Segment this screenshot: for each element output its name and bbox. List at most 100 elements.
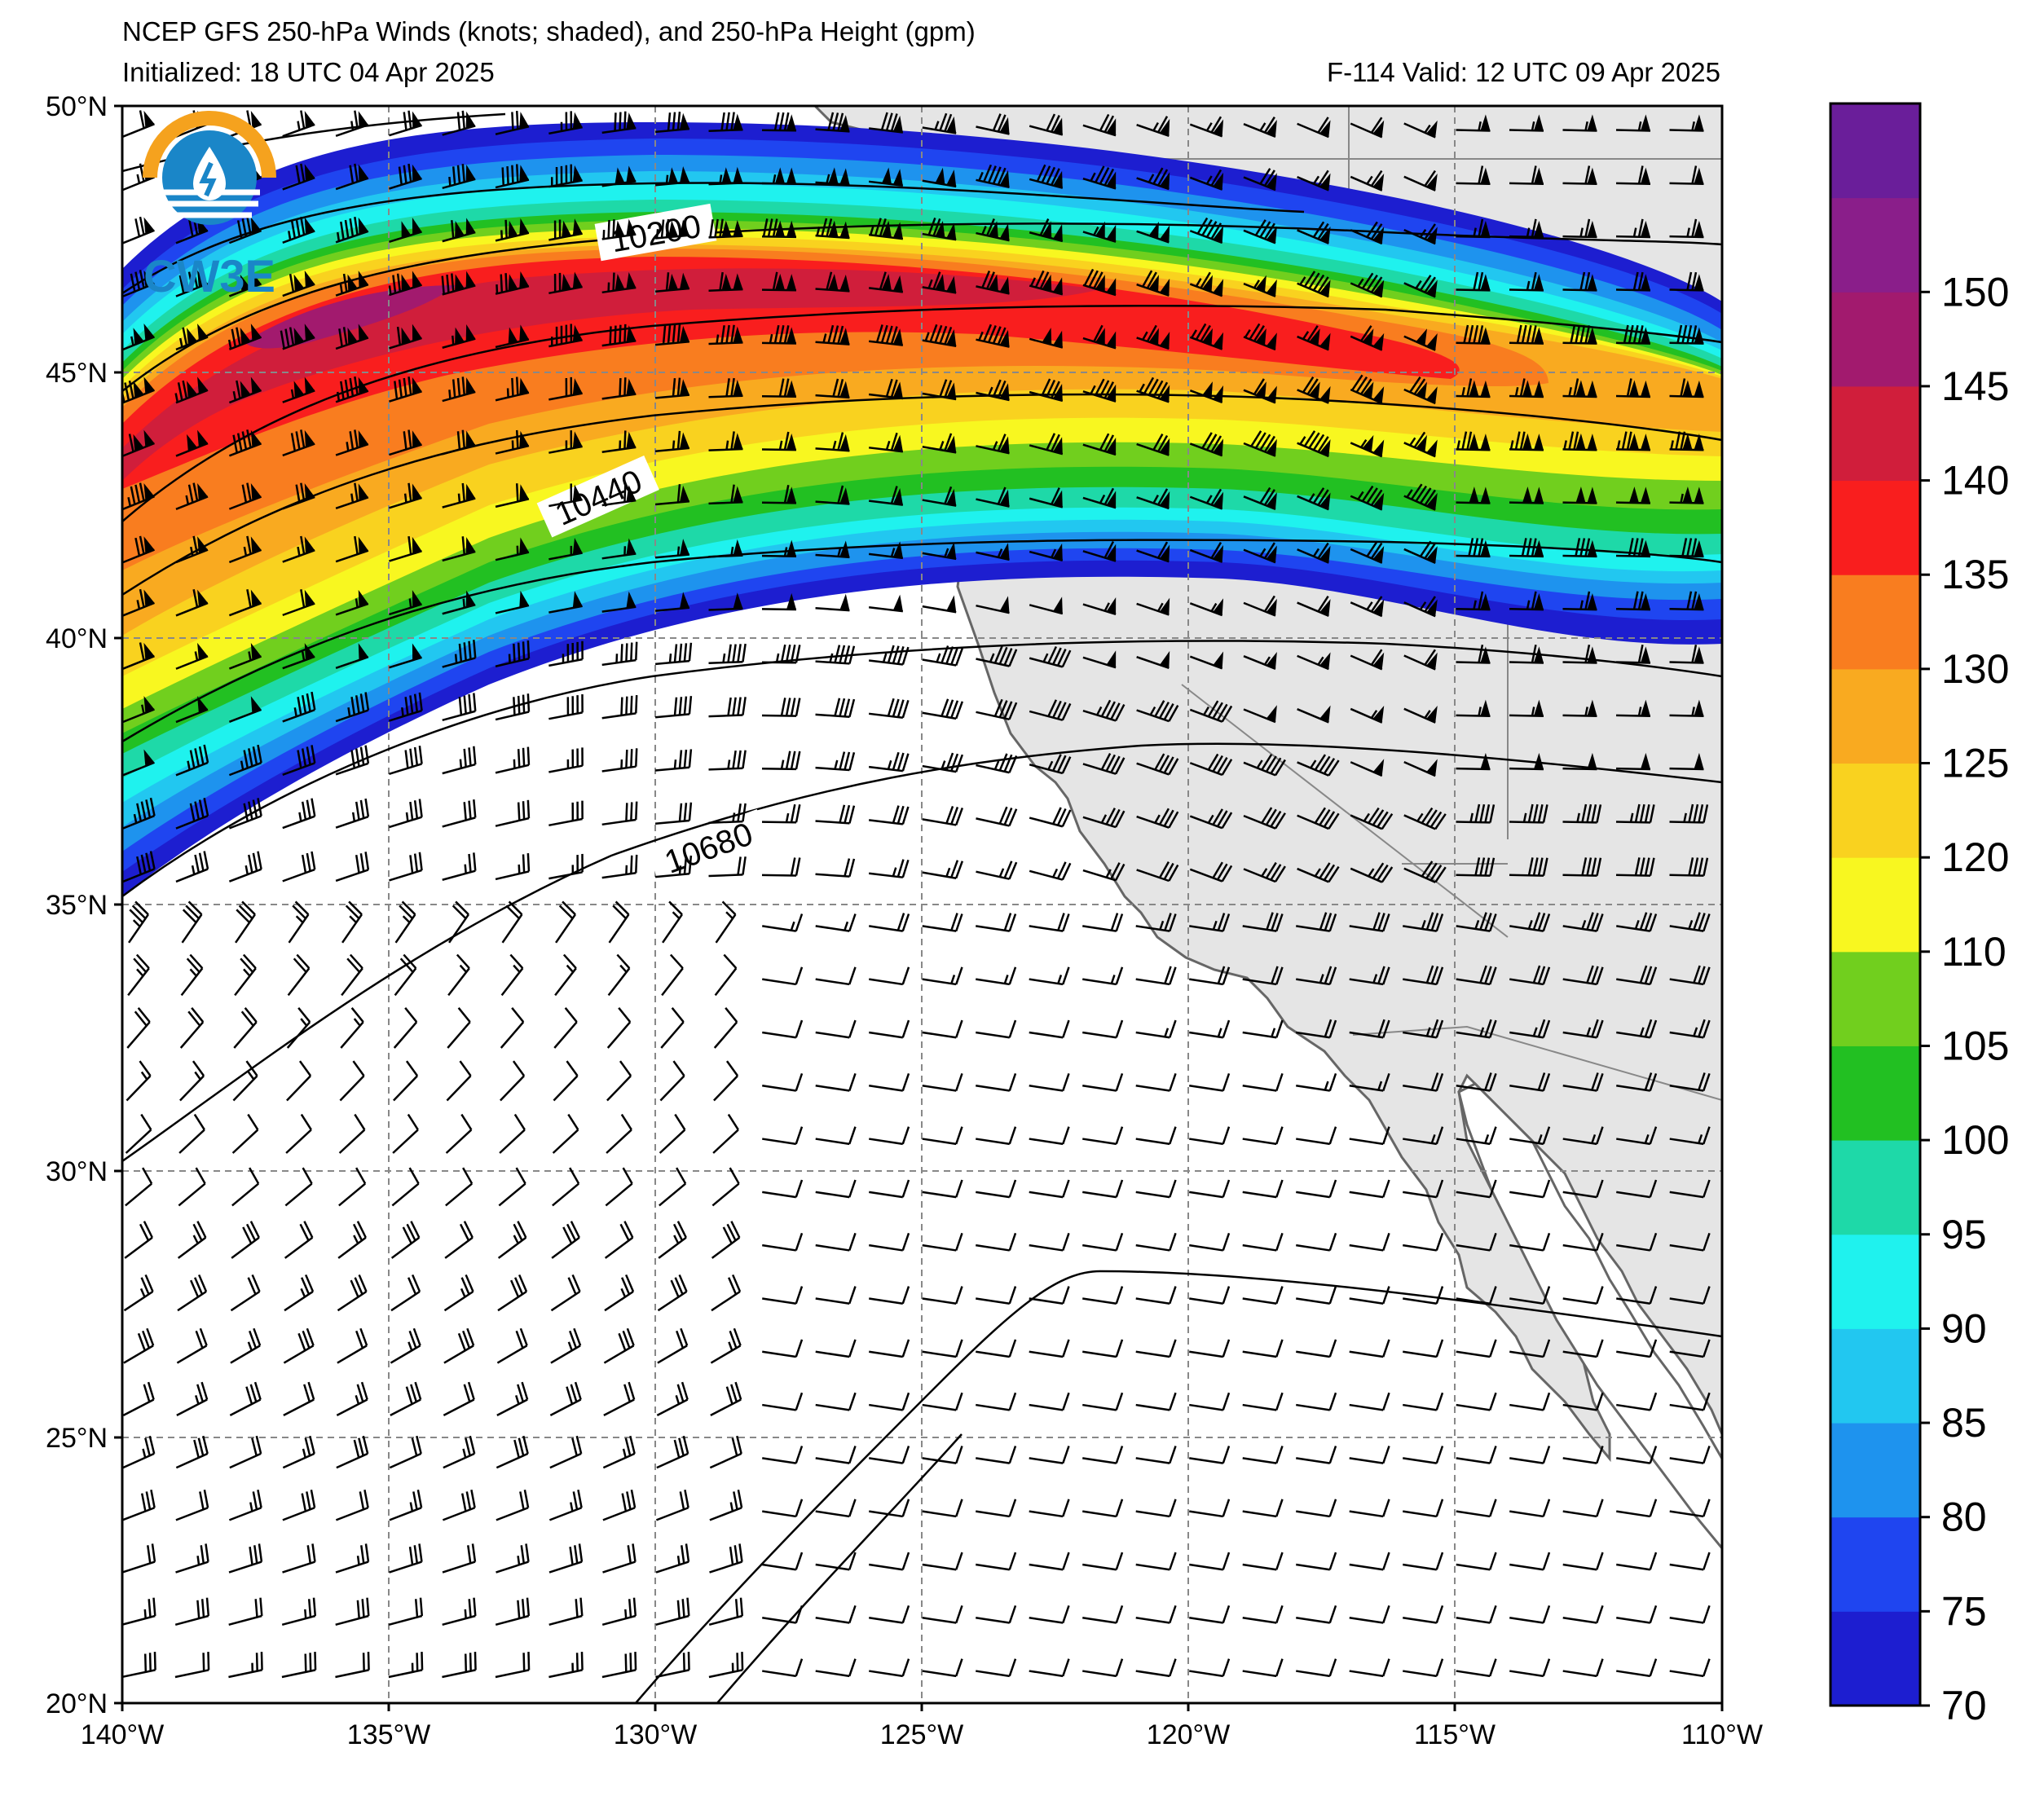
wind-barb [869,1232,910,1252]
wind-barb [1296,1179,1337,1199]
wind-barb [282,745,316,776]
wind-barb [495,799,531,827]
wind-barb [229,1381,262,1416]
wind-barb [1135,1658,1177,1678]
wind-barb [175,797,209,830]
wind-barb [1189,966,1231,986]
wind-barb [1189,1552,1231,1571]
wind-barb [284,1221,314,1259]
wind-barb [548,640,584,667]
wind-barb [553,1007,578,1049]
wind-barb [976,1286,1017,1305]
colorbar-tick-label: 120 [1941,834,2009,880]
wind-barb [976,596,1010,614]
wind-barb [1616,1072,1658,1092]
wind-barb [1562,1499,1604,1518]
wind-barb [1082,1019,1124,1039]
water-drop-icon [193,147,226,200]
wind-barb [1189,1605,1231,1624]
wind-barb [922,1072,963,1092]
wind-barb [869,1499,910,1518]
wind-barb [1029,913,1070,932]
wind-barb [1456,1072,1497,1092]
wind-barb [443,1327,475,1364]
wind-barb [1349,1232,1390,1252]
wind-barb [606,1113,632,1154]
wind-barb [1082,378,1117,403]
wind-barb [388,1652,424,1679]
colorbar-frame [1829,102,1922,1707]
wind-barb [1616,1179,1658,1199]
wind-barb [922,379,957,401]
longitude-labels: 140°W 135°W 130°W 125°W 120°W 115°W 110°… [81,1719,1763,1750]
wind-barb [175,482,209,510]
wind-barb [1135,1286,1177,1305]
wind-barb [1562,378,1597,398]
wind-barb [709,1543,743,1574]
wind-barb [815,218,850,240]
wind-barb [175,851,209,883]
wind-barb [1349,912,1390,932]
latitude-labels: 50°N 45°N 40°N 35°N 30°N 25°N 20°N [46,91,108,1719]
wind-barb [338,1113,366,1154]
wind-barb [708,218,743,239]
wind-barb [335,324,369,350]
wind-barb [1349,1286,1390,1305]
wind-barb [1243,275,1277,297]
wind-barb [1509,912,1551,932]
wind-barb [922,271,957,294]
wind-barb [442,376,476,403]
wind-barb [284,1274,315,1312]
wind-barb [1562,1072,1604,1092]
wind-barb [229,1435,262,1469]
wind-barb [1403,169,1438,191]
wind-barb [1135,1605,1177,1624]
wind-barb [175,1490,209,1521]
wind-barb [1669,1126,1711,1146]
wind-barb [1136,597,1170,616]
wind-barb [122,429,155,457]
wind-barb [1349,1392,1390,1411]
wind-barb [1349,1126,1390,1146]
wind-barb [552,1167,580,1207]
lon-label: 120°W [1147,1719,1230,1750]
wind-barb [122,216,155,244]
wind-barb [868,271,904,293]
wind-barb [1296,912,1337,932]
wind-barb [1296,1446,1337,1464]
wind-barb [603,1327,635,1364]
wind-barb [1403,706,1438,724]
wind-barb [1242,1286,1284,1305]
wind-barb [604,1274,635,1312]
wind-barb [1189,217,1224,244]
wind-barb [335,1490,369,1521]
wind-barb [601,165,637,187]
colorbar-tick-label: 100 [1941,1117,2009,1163]
wind-barb [389,746,423,776]
wind-barb [228,376,262,404]
wind-barb [442,799,477,828]
wind-barb [711,1221,741,1259]
wind-barb [1615,271,1651,292]
wind-barb [389,163,422,190]
wind-barb [1136,488,1170,510]
wind-barb [1350,117,1385,139]
wind-barb [1189,1658,1231,1678]
wind-barb [1509,803,1548,824]
wind-barb [1456,857,1496,877]
wind-barb [1242,1179,1284,1199]
wind-barb [922,1552,963,1571]
wind-barb [1616,1499,1658,1518]
wind-barb [1189,323,1224,350]
wind-barb [1297,705,1331,724]
wind-barb [1456,1339,1497,1358]
wind-barb [1456,1446,1497,1464]
wind-barb [869,1179,910,1199]
wind-barb [762,1499,804,1518]
wind-barb [1562,165,1597,185]
colorbar-bin [1830,574,1920,670]
wind-barb [126,1007,151,1049]
wind-barb [762,1552,804,1571]
wind-barb [1349,1446,1390,1464]
wind-barb [235,900,256,944]
